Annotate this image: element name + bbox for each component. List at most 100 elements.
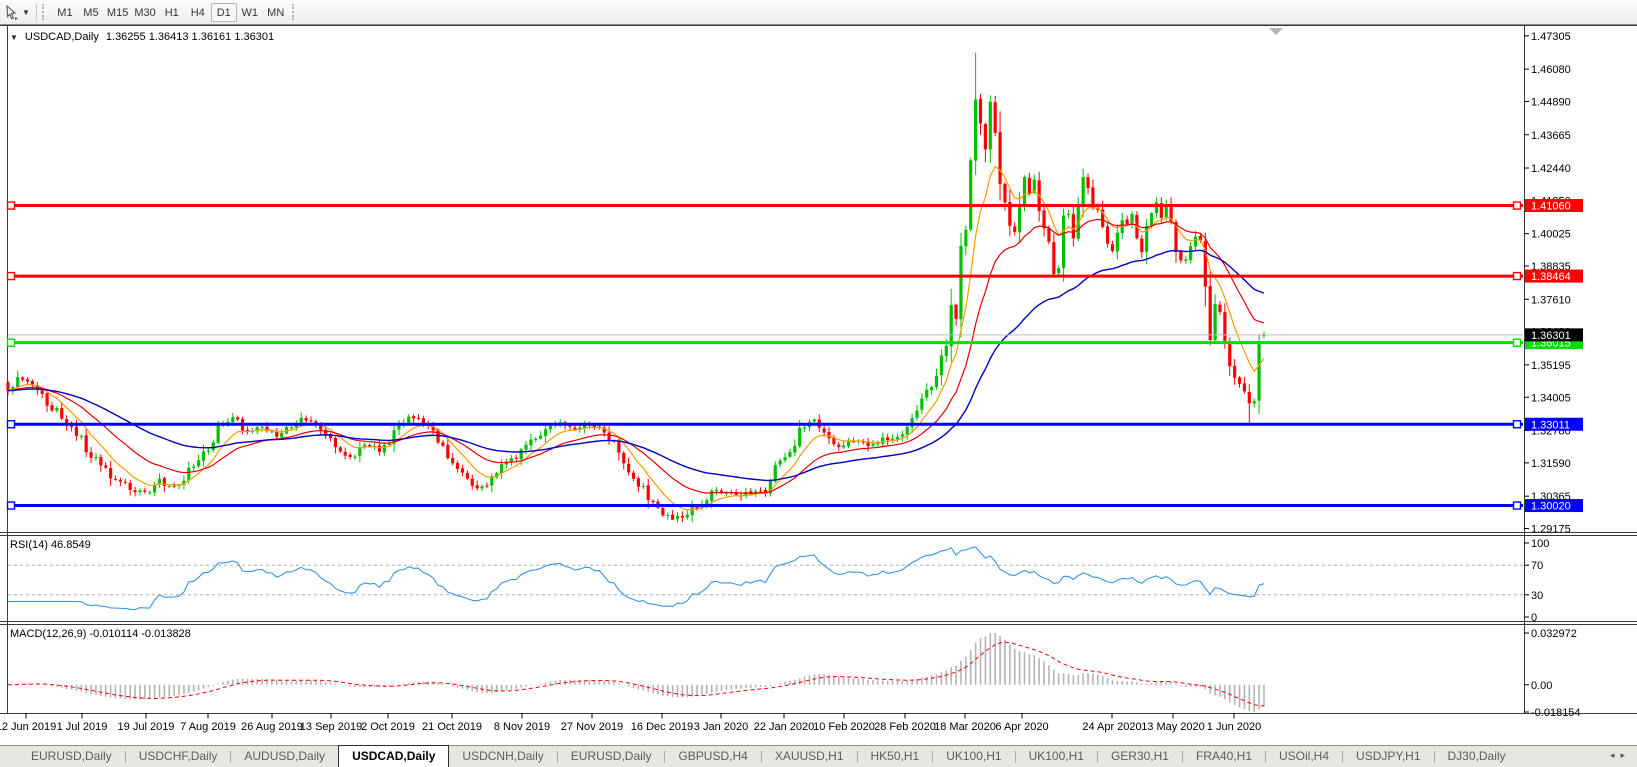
hline-handle[interactable] — [1512, 271, 1522, 281]
candle-body — [451, 457, 455, 464]
candle-body — [192, 466, 196, 468]
candle-body — [304, 418, 308, 421]
rsi-label: RSI(14) 46.8549 — [10, 539, 91, 551]
timeframe-button-m1[interactable]: M1 — [57, 6, 73, 19]
chart-shift-marker-icon[interactable] — [1269, 28, 1283, 35]
candle-body — [1086, 177, 1090, 189]
candle-body — [284, 427, 289, 434]
timeframe-button-w1[interactable]: W1 — [241, 6, 258, 19]
hline-handle[interactable] — [6, 420, 16, 429]
timeframe-button-mn[interactable]: MN — [267, 6, 285, 19]
chart-tab-ger30-h1-11[interactable]: GER30,H1 — [1110, 749, 1169, 763]
tab-scroll-arrows[interactable]: ◂▸ — [1610, 750, 1631, 761]
chart-tab-xauusd-h1-7[interactable]: XAUUSD,H1 — [774, 749, 844, 763]
chart-tab-dj30-daily-15[interactable]: DJ30,Daily — [1447, 749, 1506, 763]
collapse-arrow-icon[interactable]: ▼ — [10, 32, 18, 42]
candle-body — [25, 379, 30, 382]
candle-body — [1228, 341, 1232, 367]
timeframe-button-h4[interactable]: H4 — [190, 6, 205, 19]
candle-body — [1105, 226, 1110, 244]
candle-body — [548, 425, 553, 430]
chart-window[interactable]: 1.473051.460801.448901.436651.424401.412… — [0, 25, 1637, 745]
hline-handle[interactable] — [1512, 501, 1522, 510]
candle-body — [456, 462, 460, 469]
date-label: 16 Dec 2019 — [631, 721, 693, 733]
tab-separator — [230, 751, 232, 763]
chart-tab-eurusd-daily-0[interactable]: EURUSD,Daily — [31, 749, 112, 763]
chart-tab-uk100-h1-9[interactable]: UK100,H1 — [946, 749, 1002, 763]
candle-body — [710, 490, 714, 501]
chart-tab-gbpusd-h4-6[interactable]: GBPUSD,H4 — [678, 749, 748, 763]
chart-tab-usoil-h4-13[interactable]: USOil,H4 — [1279, 749, 1330, 763]
candle-body — [1213, 304, 1217, 340]
tab-separator — [124, 751, 126, 763]
tab-scroll-right-icon[interactable]: ▸ — [1620, 750, 1631, 760]
chart-tab-usdcad-daily-3[interactable]: USDCAD,Daily — [338, 745, 450, 767]
candle-body — [69, 425, 74, 427]
chart-tab-hk50-h1-8[interactable]: HK50,H1 — [870, 749, 920, 763]
timeframe-button-h1[interactable]: H1 — [164, 6, 179, 19]
candle-body — [99, 457, 103, 466]
hline-handle[interactable] — [1512, 420, 1522, 429]
candle-body — [1262, 334, 1266, 337]
candle-body — [592, 424, 597, 428]
rsi-pane: RSI(14) 46.8549 100 70 30 0 — [8, 538, 1549, 624]
candle-body — [148, 492, 152, 494]
price-badge-text: 1.38464 — [1531, 271, 1571, 283]
hline-handle[interactable] — [6, 201, 16, 210]
candle-body — [866, 441, 870, 447]
candle-body — [978, 98, 983, 124]
chart-info-line[interactable]: ▼ USDCAD,Daily 1.36255 1.36413 1.36161 1… — [10, 31, 274, 43]
candle-body — [123, 481, 127, 483]
timeframe-button-m15[interactable]: M15 — [106, 6, 129, 19]
ma-slow-line — [7, 249, 1265, 482]
candle-body — [1125, 219, 1129, 225]
hline-handle[interactable] — [6, 338, 16, 347]
candle-body — [1233, 365, 1237, 378]
candle-body — [118, 479, 123, 482]
candle-body — [74, 426, 79, 436]
date-label: 19 Jul 2019 — [118, 721, 175, 733]
candle-body — [45, 393, 49, 406]
chart-tab-usdchf-daily-1[interactable]: USDCHF,Daily — [138, 749, 218, 763]
candle-body — [446, 444, 450, 459]
candle-body — [1140, 238, 1144, 253]
candle-body — [245, 429, 250, 432]
candle-body — [397, 424, 401, 430]
price-badge-text: 1.30020 — [1531, 501, 1571, 513]
candle-body — [265, 426, 269, 431]
price-chart-svg[interactable]: 1.473051.460801.448901.436651.424401.412… — [0, 25, 1637, 745]
hline-handle[interactable] — [1512, 338, 1522, 347]
toolbar-grip — [41, 4, 47, 20]
candle-body — [675, 515, 680, 520]
timeframe-button-d1[interactable]: D1 — [210, 2, 237, 22]
candle-body — [1101, 209, 1105, 227]
candle-body — [763, 489, 768, 494]
chart-tab-audusd-daily-2[interactable]: AUDUSD,Daily — [244, 749, 326, 763]
hline-handle[interactable] — [1512, 201, 1522, 210]
chart-tab-eurusd-daily-5[interactable]: EURUSD,Daily — [570, 749, 652, 763]
tab-separator — [1014, 751, 1016, 763]
chart-tab-fra40-h1-12[interactable]: FRA40,H1 — [1195, 749, 1253, 763]
hline-handle[interactable] — [6, 501, 16, 510]
chart-tab-usdjpy-h1-14[interactable]: USDJPY,H1 — [1356, 749, 1421, 763]
candle-body — [651, 500, 655, 502]
tool-dropdown-arrow-icon[interactable]: ▼ — [22, 7, 30, 17]
candle-body — [1130, 214, 1134, 225]
candle-body — [392, 430, 396, 444]
timeframe-button-m5[interactable]: M5 — [83, 6, 99, 19]
candle-body — [930, 386, 934, 391]
price-badge-1.33011: 1.33011 — [1525, 417, 1583, 431]
tab-separator — [664, 751, 666, 763]
candle-body — [842, 445, 846, 448]
candle-body — [1252, 401, 1256, 404]
candle-body — [583, 424, 587, 429]
timeframe-button-m30[interactable]: M30 — [134, 6, 156, 19]
tab-scroll-left-icon[interactable]: ◂ — [1609, 750, 1621, 760]
chart-tab-uk100-h1-10[interactable]: UK100,H1 — [1028, 749, 1084, 763]
rsi-axis-label: 70 — [1531, 560, 1543, 572]
cursor-tool-icon[interactable] — [3, 3, 21, 21]
hline-handle[interactable] — [6, 271, 16, 281]
chart-tab-usdcnh-daily-4[interactable]: USDCNH,Daily — [462, 749, 544, 763]
candle-body — [1174, 221, 1178, 253]
